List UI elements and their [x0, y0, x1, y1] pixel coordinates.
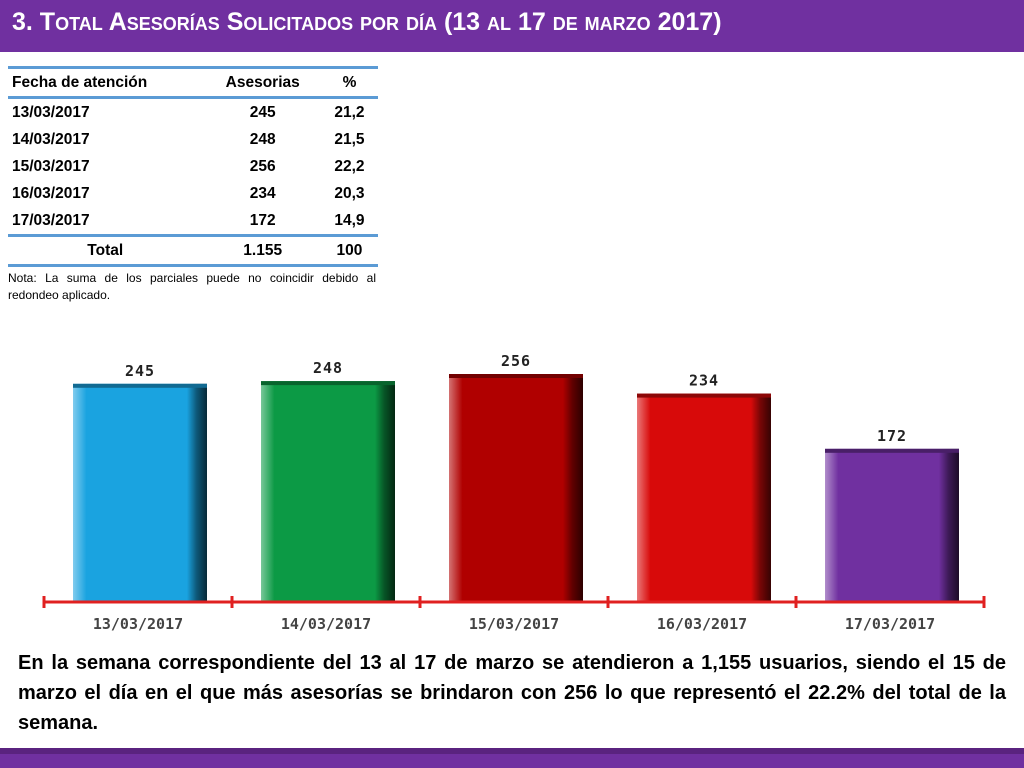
data-label: 245: [125, 362, 155, 380]
x-tick-label: 15/03/2017: [469, 615, 559, 633]
bar-13/03/2017: [73, 383, 207, 602]
data-label: 248: [313, 359, 343, 377]
data-label: 256: [501, 352, 531, 370]
cell-count: 172: [249, 211, 276, 229]
cell-total-label: Total: [8, 234, 205, 267]
bar-14/03/2017: [261, 381, 395, 602]
bar-top-edge: [825, 448, 959, 453]
data-label: 172: [877, 427, 907, 445]
bottom-bar: [0, 748, 1024, 768]
data-label: 234: [689, 372, 719, 390]
header-fecha: Fecha de atención: [8, 66, 205, 99]
cell-date: 17/03/2017: [12, 211, 90, 229]
table-row: 16/03/2017 234 20,3: [8, 180, 378, 207]
x-tick-label: 14/03/2017: [281, 615, 371, 633]
cell-count: 256: [249, 157, 276, 175]
cell-date: 15/03/2017: [12, 157, 90, 175]
table-row: 15/03/2017 256 22,2: [8, 153, 378, 180]
bottom-stripe: [0, 748, 1024, 754]
bar-top-edge: [637, 393, 771, 398]
cell-percent: 14,9: [334, 211, 365, 229]
cell-count: 245: [249, 103, 276, 121]
bar-chart: 245 248 256 234 172 13/03/2017 14/03/2017 15/0…: [42, 352, 986, 633]
cell-count: 248: [249, 130, 276, 148]
cell-date: 14/03/2017: [12, 130, 90, 148]
summary-text: En la semana correspondiente del 13 al 1…: [18, 652, 1006, 734]
data-table: Fecha de atención Asesorias % 13/03/2017…: [8, 66, 378, 267]
cell-percent: 22,2: [334, 157, 365, 175]
bar-top-edge: [261, 381, 395, 386]
x-axis: 13/03/2017 14/03/2017 15/03/2017 16/03/2017…: [42, 596, 986, 633]
table-row: 13/03/2017 245 21,2: [8, 98, 378, 127]
table-row: 14/03/2017 248 21,5: [8, 126, 378, 153]
cell-count: 234: [249, 184, 276, 202]
table-header-row: Fecha de atención Asesorias %: [8, 66, 378, 99]
header-percent: %: [320, 66, 378, 99]
table-note: Nota: La suma de los parciales puede no …: [8, 271, 376, 302]
title-bar: 3. Total Asesorías Solicitados por día (…: [0, 0, 1024, 52]
cell-date: 16/03/2017: [12, 184, 90, 202]
table-total-row: Total 1.155 100: [8, 234, 378, 267]
cell-date: 13/03/2017: [12, 103, 90, 121]
bars-group: 245 248 256 234 172: [73, 352, 959, 602]
page-title: 3. Total Asesorías Solicitados por día (…: [12, 8, 722, 36]
x-tick-label: 17/03/2017: [845, 615, 935, 633]
cell-percent: 21,2: [334, 103, 365, 121]
header-asesorias: Asesorias: [204, 66, 321, 99]
bar-15/03/2017: [449, 374, 583, 602]
x-tick-label: 16/03/2017: [657, 615, 747, 633]
cell-percent: 20,3: [334, 184, 365, 202]
bar-top-edge: [449, 374, 583, 378]
bar-17/03/2017: [825, 448, 959, 602]
cell-total-percent: 100: [320, 234, 378, 267]
x-tick-label: 13/03/2017: [93, 615, 183, 633]
bar-top-edge: [73, 383, 207, 388]
bar-16/03/2017: [637, 393, 771, 602]
cell-percent: 21,5: [334, 130, 365, 148]
table-row: 17/03/2017 172 14,9: [8, 207, 378, 236]
cell-total-count: 1.155: [204, 234, 321, 267]
